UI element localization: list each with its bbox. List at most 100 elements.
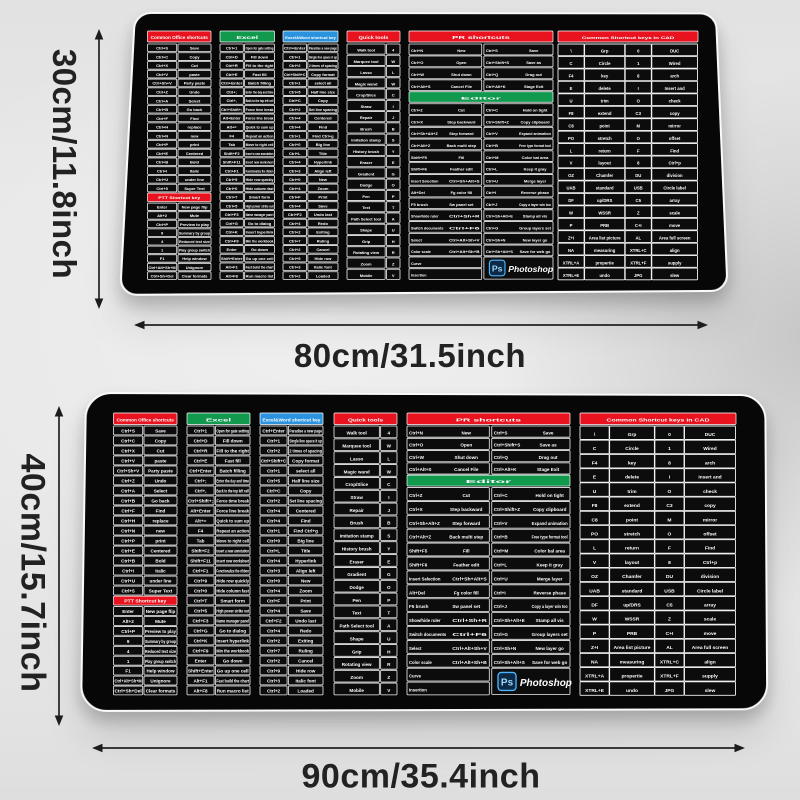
svg-text:Shift+F5: Shift+F5 [411,155,428,160]
svg-text:Ctrl+7: Ctrl+7 [267,649,281,654]
svg-text:Merge layer: Merge layer [537,576,563,581]
svg-text:2 times of spacing: 2 times of spacing [289,449,322,454]
svg-text:1: 1 [668,446,671,452]
svg-text:V: V [570,161,573,166]
svg-text:UAB: UAB [566,186,575,191]
svg-text:standard: standard [596,186,614,191]
svg-text:Ctrl+Sh+R: Ctrl+Sh+R [449,215,480,219]
svg-text:DUC: DUC [670,49,679,54]
svg-text:Tab: Tab [197,539,205,544]
svg-text:Sw panel set: Sw panel set [452,604,480,609]
svg-text:UAB: UAB [589,588,600,594]
svg-text:replace: replace [187,125,202,130]
svg-text:Ctrl+1: Ctrl+1 [226,46,238,51]
svg-text:copy: copy [704,504,716,509]
svg-text:Drag out: Drag out [525,72,542,77]
svg-text:4: 4 [392,48,395,53]
svg-text:T: T [392,205,395,210]
svg-text:Ctrl+F2: Ctrl+F2 [266,619,282,624]
svg-text:XTRL+C: XTRL+C [660,659,680,665]
svg-text:undo: undo [626,688,638,694]
svg-text:Ctrl+Alt+Sh+V: Ctrl+Alt+Sh+V [452,646,487,651]
svg-text:Centered: Centered [296,509,316,514]
svg-text:Force time break: Force time break [216,499,249,504]
svg-text:Paradise a new page: Paradise a new page [309,46,338,51]
svg-text:Single line space it up: Single line space it up [309,54,338,59]
svg-text:Ctrl+2: Ctrl+2 [289,273,301,278]
svg-text:array: array [669,198,680,203]
svg-text:Party paste: Party paste [184,81,206,86]
svg-text:Fill: Fill [463,549,470,554]
svg-text:Exiting: Exiting [298,639,314,644]
svg-text:Ctrl+S: Ctrl+S [121,429,135,434]
svg-text:Cut: Cut [462,493,470,498]
svg-text:Editor: Editor [461,95,503,100]
svg-text:Go down: Go down [223,659,243,664]
svg-text:Ctrl+Sh+Alt+S: Ctrl+Sh+Alt+S [449,179,480,183]
svg-text:Ctrl+;: Ctrl+; [226,89,237,94]
svg-text:Clear formats: Clear formats [146,689,176,694]
svg-text:F1: F1 [160,256,165,261]
svg-text:Alt+2: Alt+2 [157,213,168,218]
svg-text:Alt+Del: Alt+Del [409,590,425,595]
svg-text:E: E [570,86,573,91]
svg-text:Shift+F6: Shift+F6 [411,167,428,172]
svg-text:Ctrl+5: Ctrl+5 [122,589,136,594]
svg-text:O: O [668,489,672,495]
svg-text:Ctrl+Z: Ctrl+Z [121,479,135,484]
svg-text:Ctrl+C: Ctrl+C [121,439,136,444]
svg-text:Tab: Tab [228,142,235,147]
svg-text:Batch filling: Batch filling [248,81,271,86]
svg-text:Y: Y [387,546,390,551]
svg-text:Photoshop: Photoshop [508,264,553,274]
svg-text:W: W [391,81,395,86]
svg-text:DU: DU [666,574,674,580]
svg-text:Title: Title [319,151,328,156]
svg-text:Alt+=: Alt+= [195,519,207,524]
svg-text:Insert hyperlink: Insert hyperlink [216,639,249,644]
svg-text:Ctrl+G: Ctrl+G [486,225,498,230]
svg-text:Find: Find [301,519,311,524]
svg-text:Color scale: Color scale [411,250,431,254]
svg-text:Save as: Save as [540,443,558,448]
svg-text:Ctrl+,: Ctrl+, [195,489,207,494]
svg-text:Ctrl+U: Ctrl+U [486,178,498,183]
svg-text:P: P [570,223,573,228]
svg-text:under line: under line [150,579,172,584]
svg-text:select all: select all [296,469,315,474]
svg-text:Print: Print [318,195,328,200]
svg-text:Circle: Circle [599,61,611,66]
svg-text:Z: Z [392,262,395,267]
svg-text:Dodge: Dodge [350,585,365,590]
svg-text:Ctrl+1: Ctrl+1 [289,81,301,86]
svg-text:Ctrl+Shift+;: Ctrl+Shift+; [221,107,242,112]
svg-text:Go back: Go back [151,499,170,504]
svg-text:O: O [387,585,391,590]
svg-text:Loaded: Loaded [316,273,331,278]
svg-text:L: L [392,70,395,75]
svg-text:Ctrl+R: Ctrl+R [226,63,238,68]
svg-text:Ctrl+F1: Ctrl+F1 [225,168,240,173]
svg-text:Ctrl+K: Ctrl+K [226,230,238,235]
svg-text:Ctrl+P: Ctrl+P [121,629,135,634]
svg-text:Ctrl+D: Ctrl+D [226,54,238,59]
svg-text:Ctrl+U: Ctrl+U [121,579,136,584]
svg-text:Shape: Shape [360,228,373,233]
svg-text:Ctrl+1: Ctrl+1 [267,469,281,474]
svg-text:Ctrl+V: Ctrl+V [494,521,509,526]
svg-text:Ctrl+B: Ctrl+B [156,160,168,165]
svg-text:Keep it gray: Keep it gray [524,167,548,172]
svg-text:Exiting: Exiting [316,230,330,235]
svg-text:Ctrl+2: Ctrl+2 [267,499,281,504]
svg-text:Ctrl+9: Ctrl+9 [226,177,238,182]
svg-text:Insert Selection: Insert Selection [411,179,439,183]
svg-text:Find: Find [319,125,328,130]
svg-text:Ctrl+X: Ctrl+X [411,119,423,124]
svg-text:Copy clipboard: Copy clipboard [520,119,550,124]
svg-text:Quick to sum up: Quick to sum up [216,519,249,524]
svg-text:XTRL+E: XTRL+E [585,688,605,694]
svg-text:Cancel File: Cancel File [454,467,479,472]
svg-text:Print: Print [300,599,311,604]
svg-text:Ctrl+T: Ctrl+T [194,599,208,604]
svg-text:Ctrl+F6: Ctrl+F6 [452,632,488,637]
